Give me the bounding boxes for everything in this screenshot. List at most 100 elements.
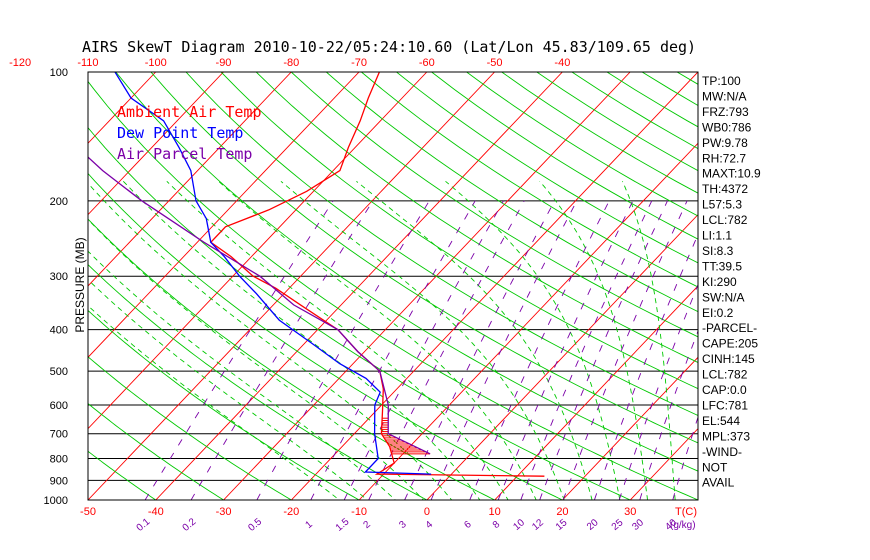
isotherm-line	[426, 213, 698, 500]
pressure-tick-label: 700	[50, 429, 68, 441]
mixing-ratio-tick-label: 6	[462, 519, 474, 531]
pressure-tick-label: 400	[50, 325, 68, 337]
bottom-temperature-ticks: -50 -40 -30 -20 -10 0 10 20 30	[80, 506, 636, 518]
dry-adiabat	[88, 264, 428, 500]
bottom-temperature-tick-label: -50	[80, 506, 96, 518]
top-temperature-tick-label: -70	[351, 57, 367, 69]
mixing-ratio-line	[368, 200, 525, 500]
isotherm-line	[88, 72, 428, 430]
ambient-air-temp-line	[209, 72, 545, 477]
mixing-ratio-tick-label: 0.1	[135, 516, 153, 534]
isotherm-line	[88, 72, 495, 500]
pressure-tick-label: 600	[50, 400, 68, 412]
mixing-ratio-line	[343, 200, 504, 500]
dew-point-temp-line	[114, 72, 432, 475]
moist-adiabat	[218, 180, 537, 500]
mixing-ratio-tick-label: 0.2	[181, 516, 199, 534]
pressure-ticks: 100 200 300 400 500 600 700 800 900 1000	[44, 67, 68, 507]
grid	[88, 72, 870, 500]
stat-item: KI:290	[702, 275, 737, 289]
top-temperature-tick-label: -120	[9, 57, 31, 69]
top-temperature-tick-label: -80	[283, 57, 299, 69]
pressure-tick-label: 500	[50, 366, 68, 378]
top-temperature-tick-label: -60	[419, 57, 435, 69]
isotherm-line	[834, 72, 870, 500]
legend: Ambient Air Temp Dew Point Temp Air Parcel…	[117, 103, 262, 163]
mixing-ratio-tick-label: 8	[491, 519, 503, 531]
bottom-temperature-tick-label: -40	[148, 506, 164, 518]
bottom-temperature-tick-label: -10	[351, 506, 367, 518]
dry-adiabat	[466, 72, 698, 217]
dry-adiabat	[185, 72, 698, 416]
pressure-tick-label: 1000	[44, 495, 68, 507]
isotherm-line	[766, 72, 870, 500]
mixing-ratio-unit-label: (g/kg)	[670, 520, 696, 531]
top-temperature-tick-label: -40	[554, 57, 570, 69]
mixing-ratio-line	[539, 200, 668, 500]
top-temperature-tick-label: -50	[487, 57, 503, 69]
mixing-ratio-line	[562, 200, 688, 500]
y-axis-label: PRESSURE (MB)	[73, 237, 87, 332]
dry-adiabat	[290, 72, 698, 338]
mixing-ratio-line	[144, 200, 334, 500]
moist-adiabat	[88, 279, 368, 500]
isotherm-line	[629, 428, 698, 500]
isotherm-line	[88, 72, 360, 358]
dry-adiabat	[361, 72, 698, 288]
dry-adiabat	[88, 218, 495, 500]
top-temperature-ticks: -120 -110 -100 -90 -80 -70 -60 -50 -40	[9, 57, 570, 69]
mixing-ratio-tick-label: 1.5	[334, 516, 352, 534]
stat-item: AVAIL	[702, 476, 735, 490]
dry-adiabat	[501, 72, 698, 194]
mixing-ratio-line	[430, 200, 578, 500]
mixing-ratio-line	[404, 200, 555, 500]
mixing-ratio-tick-label: 1	[304, 519, 316, 531]
dry-adiabat	[220, 72, 698, 390]
stat-item: NOT	[702, 460, 728, 474]
stat-item: MPL:373	[702, 429, 750, 443]
moist-adiabat	[539, 181, 648, 500]
mixing-ratio-ticks: 0.1 0.2 0.5 1 1.5 2 3 4 6 8 10 12 15 20 25 30 40	[135, 516, 680, 534]
pressure-tick-label: 100	[50, 67, 68, 79]
dry-adiabat	[88, 127, 631, 500]
stat-item: WB0:786	[702, 120, 752, 134]
stat-item: L57:5.3	[702, 198, 742, 212]
isotherm-line	[155, 72, 563, 500]
isotherm-line	[291, 72, 698, 500]
stat-item: LCL:782	[702, 368, 748, 382]
isotherm-line	[88, 72, 292, 287]
stat-item: CAP:0.0	[702, 383, 747, 397]
mixing-ratio-tick-label: 12	[530, 517, 546, 533]
chart-title: AIRS SkewT Diagram 2010-10-22/05:24:10.6…	[82, 38, 696, 56]
dry-adiabat	[396, 72, 698, 264]
dry-adiabat	[88, 172, 563, 500]
bottom-temperature-tick-label: 0	[424, 506, 430, 518]
mixing-ratio-line	[593, 233, 698, 500]
bottom-temperature-tick-label: -30	[216, 506, 232, 518]
top-temperature-tick-label: -100	[145, 57, 167, 69]
profiles	[88, 72, 545, 477]
mixing-ratio-tick-label: 4	[424, 519, 436, 531]
stat-item: FRZ:793	[702, 105, 749, 119]
legend-entry: Ambient Air Temp	[117, 103, 262, 121]
stat-item: CINH:145	[702, 352, 755, 366]
stat-item: TP:100	[702, 74, 741, 88]
air-parcel-temp-line	[88, 156, 431, 455]
stat-item: SW:N/A	[702, 290, 744, 304]
dry-adiabat	[255, 72, 698, 363]
pressure-tick-label: 800	[50, 454, 68, 466]
cape-hatch-area	[381, 417, 431, 455]
mixing-ratio-tick-label: 0.5	[246, 516, 264, 534]
bottom-temperature-tick-label: 20	[556, 506, 568, 518]
stat-item: CAPE:205	[702, 337, 758, 351]
dry-adiabat	[326, 72, 698, 313]
plot-frame	[87, 71, 699, 501]
moist-adiabat	[166, 180, 509, 500]
dry-adiabat	[88, 309, 360, 500]
stat-item: MW:N/A	[702, 89, 746, 103]
moist-adiabat	[88, 182, 453, 500]
dry-adiabat	[150, 72, 698, 444]
pressure-tick-label: 300	[50, 271, 68, 283]
stat-item: LCL:782	[702, 213, 748, 227]
